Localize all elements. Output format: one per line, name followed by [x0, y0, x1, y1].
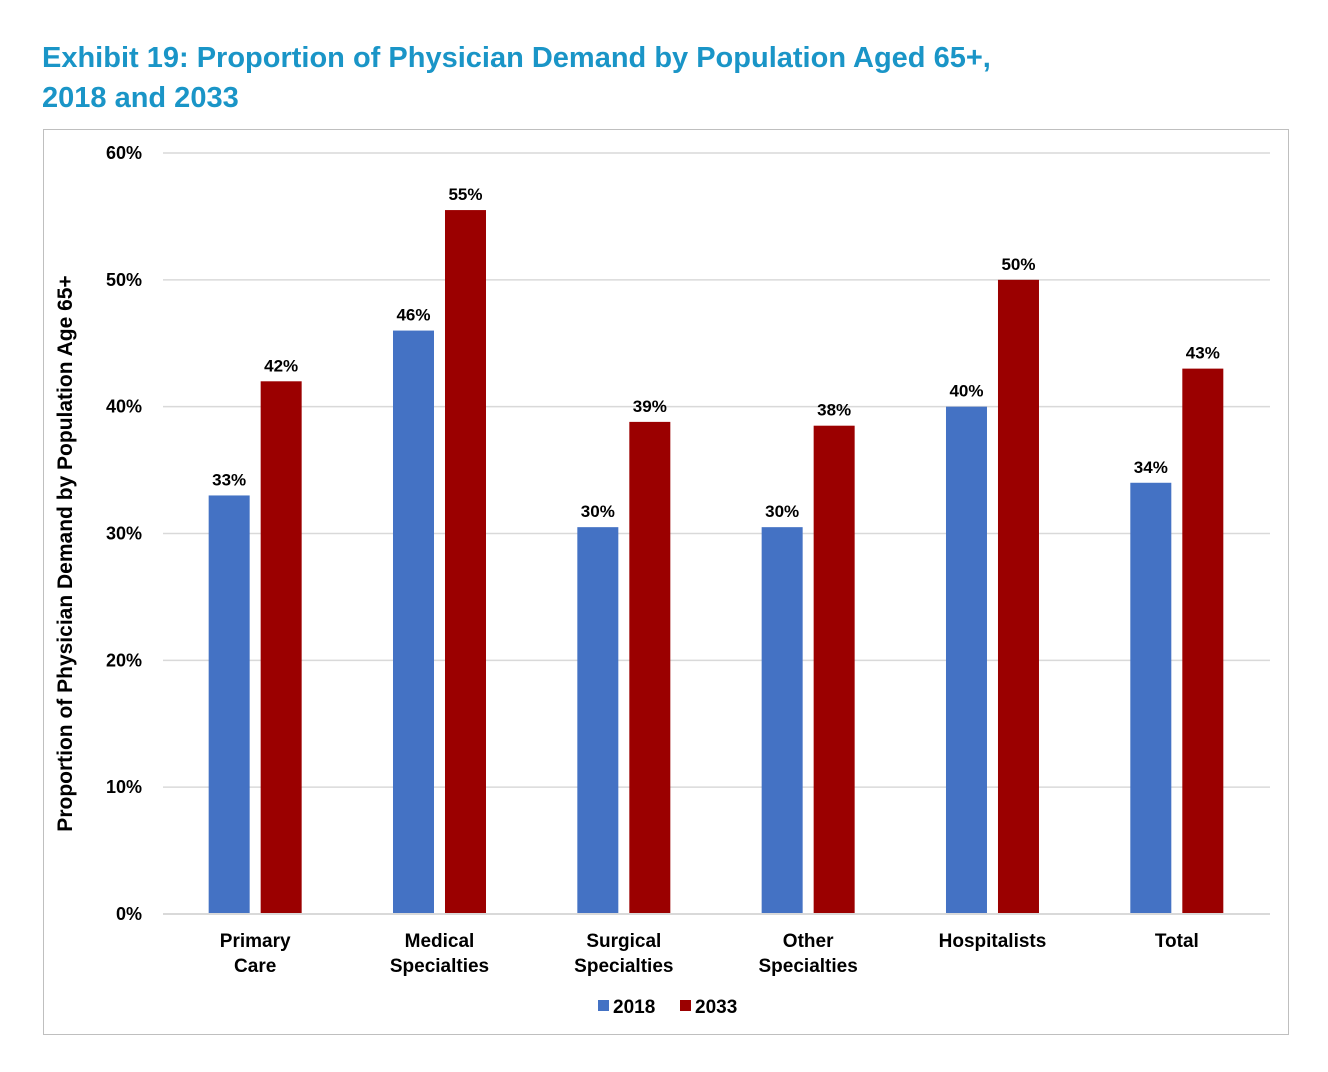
category-label: Hospitalists: [939, 931, 1047, 952]
gridlines: [163, 152, 1270, 788]
category-labels: Primary Care Medical Specialties Surgical Spe…: [220, 931, 1199, 977]
y-tick-label: 60%: [106, 143, 142, 163]
legend-swatch: [598, 1000, 609, 1011]
category-label: Total: [1155, 931, 1199, 952]
legend: 2018 2033: [598, 997, 737, 1018]
data-labels: 33% 42% 46% 55% 30% 39% 30% 38% 40% 50% 34% 43%: [212, 185, 1220, 521]
bar-2018: [208, 495, 250, 914]
title-line-2: 2018 and 2033: [42, 82, 239, 114]
category-label: Specialties: [390, 956, 489, 977]
y-tick-label: 30%: [106, 524, 142, 544]
data-label: 43%: [1186, 344, 1220, 363]
bar-2033: [260, 381, 302, 914]
bar-2033: [444, 210, 486, 914]
y-tick-label: 40%: [106, 397, 142, 417]
legend-swatch: [680, 1000, 691, 1011]
data-label: 55%: [448, 185, 482, 204]
category-label: Primary: [220, 931, 291, 952]
data-label: 33%: [212, 470, 246, 489]
y-tick-label: 0%: [116, 904, 142, 924]
category-label: Medical: [405, 931, 475, 952]
bar-2018: [761, 527, 803, 914]
category-label: Care: [234, 956, 276, 977]
bar-2018: [945, 406, 987, 914]
y-axis-ticks: 0% 10% 20% 30% 40% 50% 60%: [106, 143, 142, 924]
data-label: 42%: [264, 356, 298, 375]
y-tick-label: 10%: [106, 777, 142, 797]
data-label: 50%: [1001, 255, 1035, 274]
exhibit-title: Exhibit 19: Proportion of Physician Dema…: [42, 38, 1282, 118]
legend-label: 2033: [695, 997, 737, 1018]
data-label: 38%: [817, 401, 851, 420]
bar-2033: [997, 279, 1039, 914]
data-label: 39%: [633, 397, 667, 416]
title-line-1: Exhibit 19: Proportion of Physician Dema…: [42, 42, 991, 74]
bar-2033: [813, 425, 855, 914]
data-label: 30%: [765, 502, 799, 521]
data-label: 46%: [396, 306, 430, 325]
legend-label: 2018: [613, 997, 655, 1018]
bar-2033: [1182, 368, 1224, 914]
bar-2033: [629, 421, 671, 914]
bar-2018: [577, 527, 619, 914]
bar-2018: [1130, 482, 1172, 914]
y-axis-title: Proportion of Physician Demand by Popula…: [54, 275, 77, 831]
category-label: Specialties: [574, 956, 673, 977]
data-label: 34%: [1134, 458, 1168, 477]
y-tick-label: 50%: [106, 270, 142, 290]
data-label: 40%: [949, 382, 983, 401]
data-label: 30%: [581, 502, 615, 521]
bars: [208, 210, 1224, 915]
category-label: Other: [783, 931, 834, 952]
y-tick-label: 20%: [106, 650, 142, 670]
category-label: Surgical: [586, 931, 661, 952]
category-label: Specialties: [759, 956, 858, 977]
bar-2018: [392, 330, 434, 915]
